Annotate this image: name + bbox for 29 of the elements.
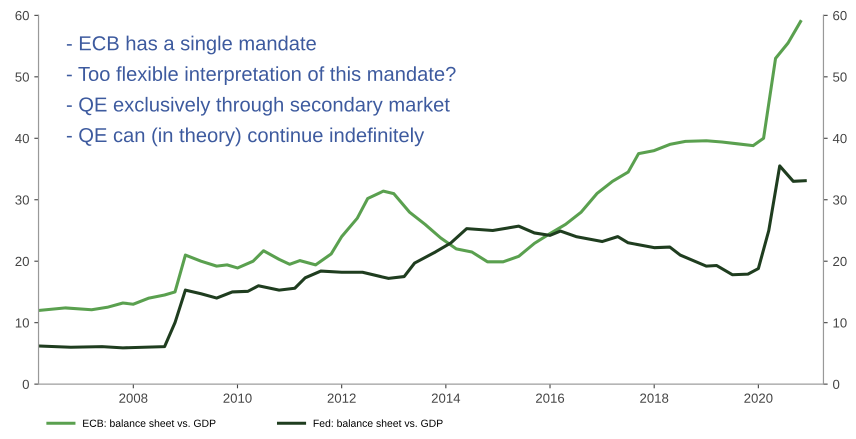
x-tick-label: 2014 — [432, 394, 460, 403]
annotation: - QE exclusively through secondary market — [66, 96, 450, 116]
annotation: - ECB has a single mandate — [66, 36, 316, 54]
y-tick-label: 60 — [15, 10, 29, 20]
y-tick-label: 0 — [22, 380, 29, 390]
line-series — [38, 20, 802, 312]
x-tick-label: 2008 — [119, 394, 148, 403]
y2-tick-label: 0 — [833, 380, 840, 390]
y2-tick-label: 10 — [834, 318, 847, 328]
legend-label: ECB: balance sheet vs. GDP — [83, 419, 216, 427]
y-tick-label: 20 — [15, 256, 29, 266]
annotation: - Too flexible interpretation of this mandate? — [66, 66, 456, 86]
x-tick-label: 2012 — [328, 394, 356, 403]
y2-tick-label: 50 — [833, 72, 847, 82]
y-tick-label: 40 — [15, 134, 29, 144]
y-tick-label: 50 — [15, 72, 29, 82]
x-tick-label: 2010 — [223, 394, 252, 403]
x-tick-label: 2016 — [536, 394, 564, 403]
line-series — [38, 164, 807, 350]
y2-tick-label: 20 — [833, 256, 847, 266]
y-tick-label: 30 — [15, 195, 29, 205]
x-tick-label: 2020 — [744, 394, 773, 403]
annotation: - QE can (in theory) continue indefinitely — [66, 127, 424, 146]
y2-tick-label: 40 — [832, 134, 847, 144]
x-tick-label: 2018 — [640, 394, 668, 403]
y2-tick-label: 30 — [833, 195, 847, 205]
legend-label: Fed: balance sheet vs. GDP — [314, 419, 443, 427]
y2-tick-label: 60 — [833, 10, 847, 20]
y-tick-label: 10 — [16, 318, 29, 328]
